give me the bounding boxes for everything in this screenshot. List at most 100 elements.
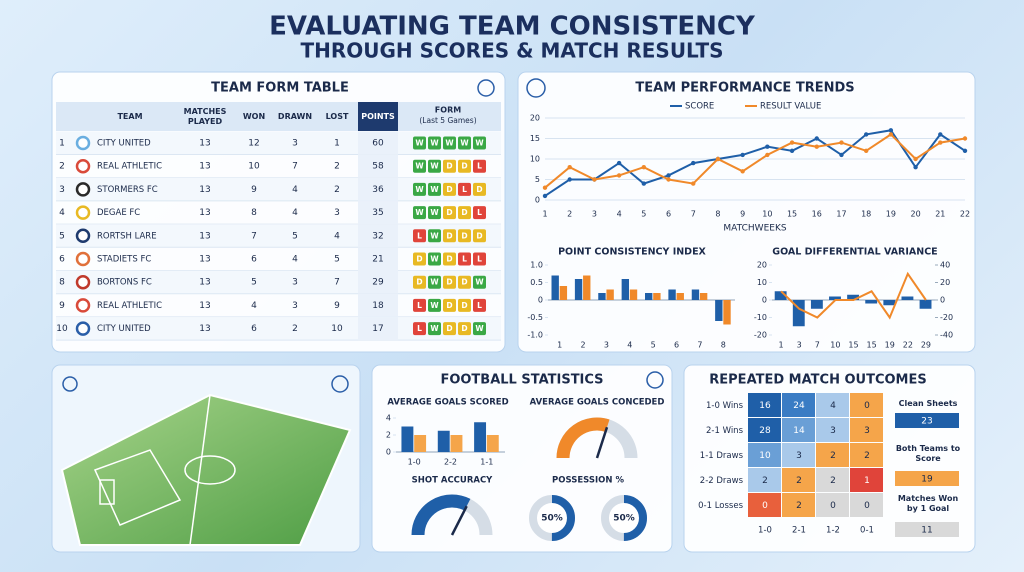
form-badge [413,275,426,289]
cell: 13 [199,162,210,172]
row-label: 2-1 Wins [706,426,744,436]
donut-value [529,495,575,541]
bar [901,296,914,300]
rank: 3 [59,185,65,195]
team-name: REAL ATHLETIC [97,301,162,311]
gauge-needle [450,505,468,536]
form-badge [473,229,486,243]
form-letter: W [475,278,484,287]
cell: 1 [334,139,340,149]
y-tick-label: -20 [754,331,767,340]
cell: 13 [199,301,210,311]
point [814,136,819,141]
heat-cell [816,418,849,442]
y2-tick-label: 0 [940,296,945,305]
points-cell [358,224,398,248]
form-letter: L [477,255,482,264]
panel-title: FOOTBALL STATISTICS [440,373,603,388]
x-tick-label: 2-2 [444,458,457,467]
heat-value: 2 [796,501,802,511]
icon [646,371,664,389]
x-tick-label: 8 [715,210,720,219]
heat-value: 4 [830,401,836,411]
x-tick-label: 15 [848,341,858,350]
form-badge [443,206,456,220]
y-tick-label: 4 [386,414,391,423]
column-header: POINTS [361,112,395,121]
point [765,152,770,158]
cell: 4 [292,208,298,218]
bar [629,289,638,300]
rank: 9 [59,301,65,311]
bar [829,296,841,300]
points-cell [358,317,398,341]
bar [450,435,463,452]
x-tick-label: 7 [815,341,820,350]
chart-title: POSSESSION % [552,476,624,486]
cell: 13 [199,255,210,265]
heat-cell [782,493,815,517]
form-letter: D [416,255,422,264]
team-name: CITY UNITED [97,324,151,334]
x-tick-label: 19 [886,210,896,219]
form-letter: W [430,324,439,333]
heat-value: 0 [762,501,768,511]
heat-cell [816,393,849,417]
rank: 4 [59,208,65,218]
stat-value: 23 [921,417,932,427]
stat-label: Clean Sheets [898,399,958,408]
heat-value: 28 [759,426,771,436]
cell: 5 [251,278,257,288]
cell: 5 [334,255,340,265]
cell: 58 [372,162,384,172]
x-tick-label: 20 [910,210,920,219]
heat-cell [748,493,781,517]
point [814,144,819,149]
form-letter: D [446,185,452,194]
stat-value: 19 [921,475,933,485]
form-badge [413,298,426,312]
cell: 4 [334,231,340,241]
team-name: REAL ATHLETIC [97,162,162,172]
form-badge [443,159,456,173]
heat-cell [850,493,883,517]
x-tick-label: 4 [627,341,632,350]
rank: 6 [59,255,65,265]
point [888,132,894,137]
cell: 13 [199,231,210,241]
y-tick-label: -1.0 [527,331,543,340]
heat-cell [782,468,815,492]
form-badge [473,275,486,289]
form-letter: W [430,139,439,148]
cell: 13 [199,208,210,218]
point [616,173,622,178]
donut-label: 50% [541,514,563,524]
point [715,156,721,162]
team-name: RORTSH LARE [97,231,157,241]
x-tick-label: 2 [567,210,572,219]
team-logo [75,321,91,336]
cell: 36 [372,185,384,195]
form-badge [413,159,426,173]
heat-value: 3 [830,426,836,436]
bar [919,300,932,309]
form-badge [428,159,441,173]
y-tick-label: -10 [754,313,767,322]
bar [598,293,606,300]
table-header [56,102,501,131]
donut-label: 50% [613,514,635,524]
form-letter: W [475,139,484,148]
x-tick-label: 8 [721,341,726,350]
y-tick-label: -0.5 [527,313,543,322]
bar [486,435,499,452]
cell: 35 [372,208,383,218]
cell: 2 [334,162,340,172]
team-name: DEGAE FC [97,208,140,218]
heat-cell [816,443,849,467]
form-letter: W [430,162,439,171]
form-letter: W [475,324,484,333]
x-tick-label: 2 [581,341,586,350]
heat-value: 2 [864,451,870,461]
chart-title: TEAM PERFORMANCE TRENDS [635,81,854,96]
heat-value: 0 [864,401,870,411]
